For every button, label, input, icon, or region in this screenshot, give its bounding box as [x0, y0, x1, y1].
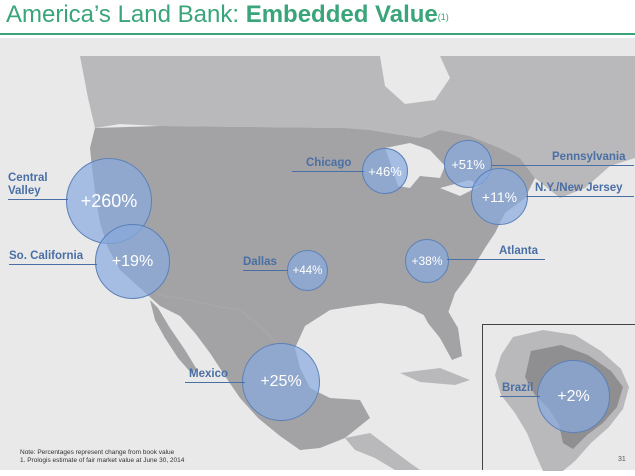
canada-land — [80, 56, 635, 198]
label-mexico: Mexico — [189, 368, 228, 380]
rule-mexico — [185, 382, 245, 383]
footnote: Note: Percentages represent change from … — [20, 449, 184, 465]
bubble-atlanta[interactable]: +38% — [405, 239, 449, 283]
page-title: America’s Land Bank: Embedded Value(1) — [6, 0, 449, 30]
bubble-mexico[interactable]: +25% — [242, 343, 320, 421]
bubble-chicago[interactable]: +46% — [362, 148, 408, 194]
title-emphasis: Embedded Value — [245, 1, 438, 28]
central-america — [345, 433, 420, 470]
label-pennsylvania: Pennsylvania — [552, 151, 626, 163]
rule-so-california — [9, 264, 97, 265]
rule-atlanta — [447, 259, 545, 260]
bubble-dallas[interactable]: +44% — [287, 250, 328, 291]
label-so-california: So. California — [9, 250, 84, 262]
rule-brazil — [500, 396, 540, 397]
footnote-line-2: 1. Prologis estimate of fair market valu… — [20, 457, 185, 464]
hudson-bay — [380, 56, 450, 104]
bubble-so-california[interactable]: +19% — [95, 224, 170, 299]
rule-ny-new-jersey — [526, 196, 634, 197]
title-footnote-mark: (1) — [437, 12, 449, 22]
cuba — [400, 368, 470, 385]
rule-chicago — [292, 171, 364, 172]
north-america-map — [80, 56, 635, 470]
label-central-valley: Central Valley — [8, 172, 48, 197]
rule-dallas — [243, 270, 288, 271]
label-atlanta: Atlanta — [499, 245, 538, 257]
label-ny-new-jersey: N.Y./New Jersey — [535, 182, 623, 194]
title-main: America’s Land Bank: — [6, 1, 240, 28]
baja-california — [150, 300, 196, 374]
florida — [420, 306, 462, 360]
label-brazil: Brazil — [502, 382, 534, 394]
bubble-ny-new-jersey[interactable]: +11% — [471, 168, 528, 225]
title-rule — [0, 33, 635, 35]
rule-pennsylvania — [491, 165, 634, 166]
rule-central-valley — [8, 199, 68, 200]
usa-land — [90, 126, 535, 358]
label-chicago: Chicago — [306, 157, 352, 169]
label-dallas: Dallas — [243, 256, 277, 268]
page-number: 31 — [618, 456, 626, 463]
footnote-line-1: Note: Percentages represent change from … — [20, 449, 175, 456]
bubble-brazil[interactable]: +2% — [537, 360, 610, 433]
